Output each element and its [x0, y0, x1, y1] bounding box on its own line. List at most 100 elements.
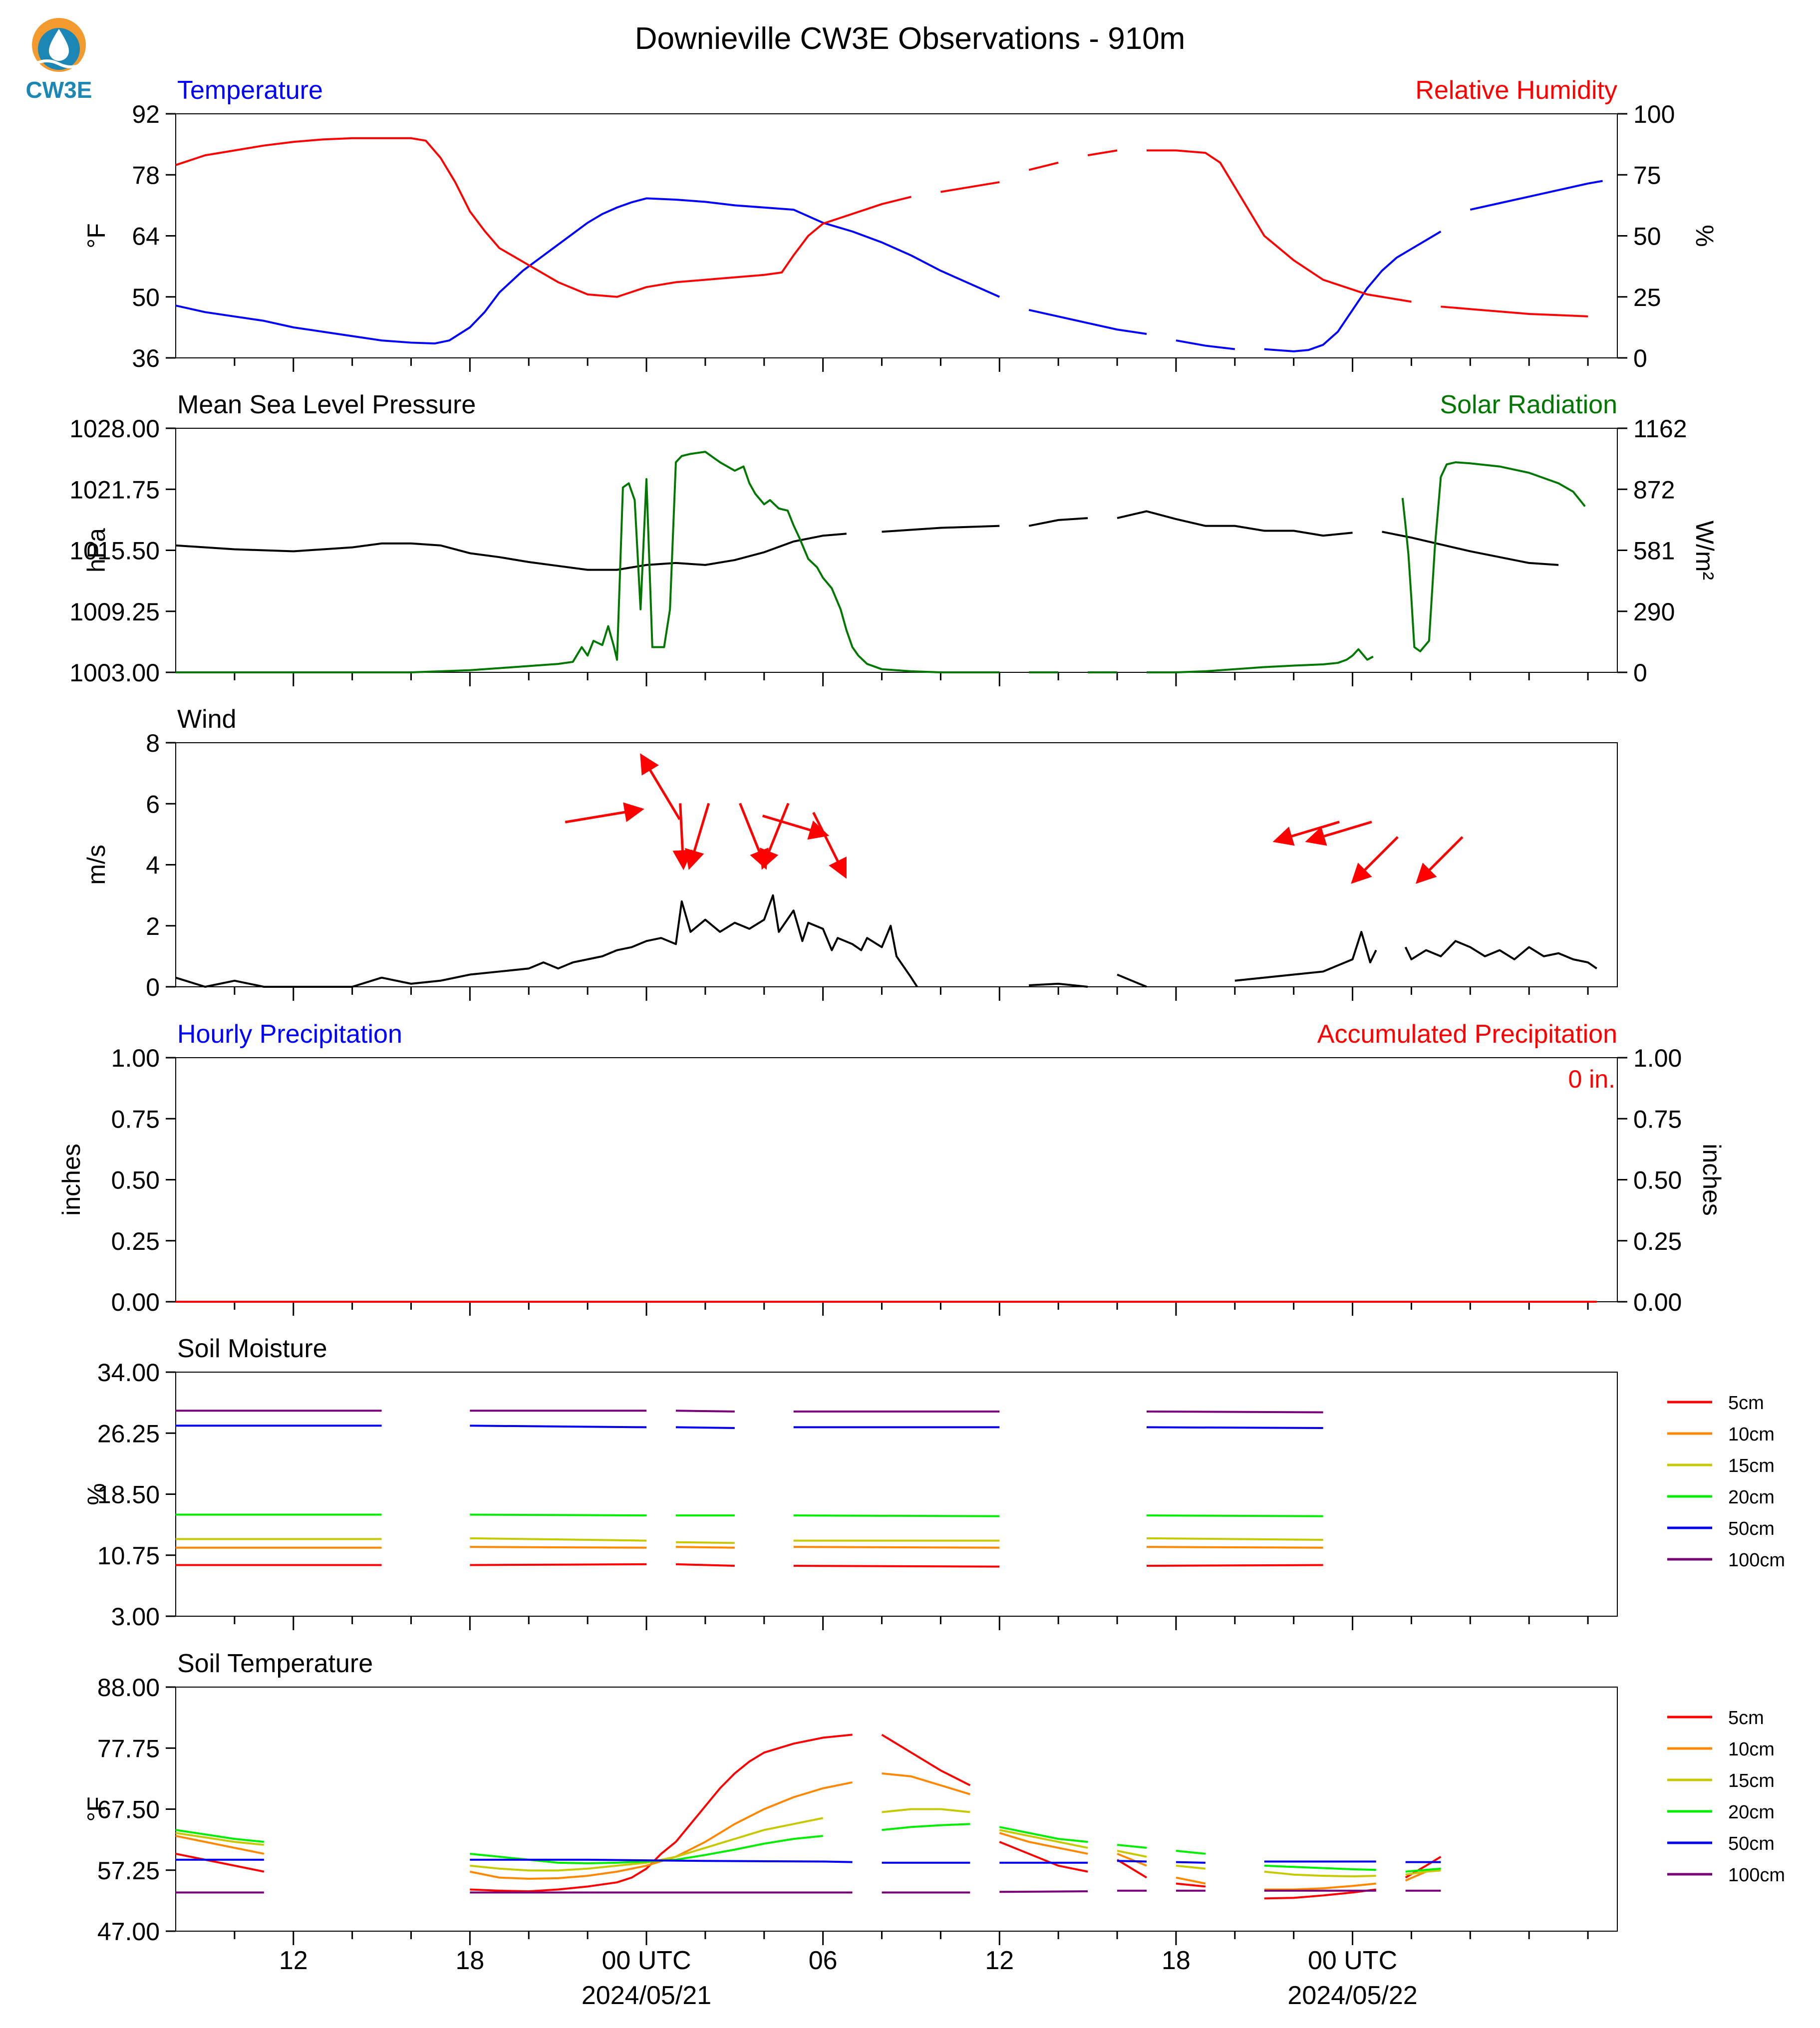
- y-tick-label: 0.00: [111, 1288, 160, 1316]
- panel-wind: 8 6 4 2 0 m/s Wind: [82, 705, 1618, 1001]
- series-line-15cm: [882, 1808, 970, 1813]
- series-line-temperature: [1470, 180, 1603, 211]
- y-tick-label: 1028.00: [69, 415, 160, 443]
- wind-arrow: [640, 753, 681, 820]
- series-line-100cm: [999, 1890, 1088, 1893]
- series-line-temperature: [1264, 231, 1442, 352]
- y-axis-label: °F: [82, 1796, 110, 1822]
- y-tick-label: 92: [132, 100, 160, 128]
- y-right-tick-label: 0: [1633, 659, 1647, 687]
- y-tick-label: 1.00: [111, 1044, 160, 1072]
- series-line-5cm: [1146, 1564, 1323, 1567]
- y-right-tick-label: 0.50: [1633, 1166, 1682, 1194]
- series-line-mean-sea-level-pressure: [882, 525, 1000, 533]
- y-right-tick-label: 100: [1633, 100, 1675, 128]
- series-line-100cm: [1146, 1410, 1323, 1414]
- legend-label: 10cm: [1728, 1739, 1775, 1760]
- x-tick-label: 06: [809, 1946, 838, 1975]
- y-tick-label: 0.25: [111, 1227, 160, 1255]
- y-right-tick-label: 872: [1633, 476, 1675, 504]
- panel-title-right: Relative Humidity: [1415, 76, 1617, 105]
- series-line-15cm: [1146, 1537, 1323, 1541]
- series-line-mean-sea-level-pressure: [1382, 531, 1559, 566]
- panel-precip: 1.00 0.75 0.50 0.25 0.00 1.00 0.75 0.50 0.25 0.00…: [57, 1020, 1726, 1316]
- series-line-5cm: [470, 1563, 647, 1566]
- legend-label: 5cm: [1728, 1708, 1764, 1729]
- legend-label: 15cm: [1728, 1770, 1775, 1791]
- wind-arrow: [1272, 821, 1340, 846]
- legend-label: 10cm: [1728, 1424, 1775, 1445]
- y-right-tick-label: 581: [1633, 537, 1675, 565]
- y-tick-label: 77.75: [97, 1735, 160, 1762]
- y-tick-label: 2: [146, 912, 160, 940]
- series-line-temperature: [1176, 339, 1235, 350]
- wind-arrow: [1415, 836, 1464, 884]
- series-line-5cm: [1176, 1882, 1206, 1888]
- series-line-mean-sea-level-pressure: [175, 533, 847, 571]
- y-right-tick-label: 1.00: [1633, 1044, 1682, 1072]
- series-line-15cm: [999, 1829, 1088, 1849]
- y-axis-label: m/s: [82, 845, 110, 885]
- series-line-relative-humidity: [1146, 149, 1412, 303]
- series-line-10cm: [1176, 1876, 1206, 1885]
- y-tick-label: 88.00: [97, 1674, 160, 1702]
- series-line-20cm: [1405, 1867, 1441, 1873]
- y-tick-label: 0: [146, 973, 160, 1001]
- y-tick-label: 34.00: [97, 1359, 160, 1387]
- y-right-tick-label: 290: [1633, 598, 1675, 626]
- series-line-15cm: [675, 1541, 735, 1544]
- series-line-solar-radiation: [1146, 648, 1374, 673]
- y-tick-label: 1003.00: [69, 659, 160, 687]
- series-line-10cm: [1117, 1853, 1147, 1867]
- series-line-5cm: [999, 1841, 1088, 1873]
- series-line-5cm: [175, 1852, 265, 1873]
- wind-arrow: [1351, 836, 1399, 884]
- series-line-relative-humidity: [1028, 161, 1059, 171]
- legend-label: 20cm: [1728, 1802, 1775, 1823]
- legend-label: 50cm: [1728, 1518, 1775, 1539]
- series-line-10cm: [793, 1546, 1000, 1549]
- series-line-15cm: [470, 1817, 824, 1872]
- y-tick-label: 1021.75: [69, 476, 160, 504]
- y-tick-label: 1015.50: [69, 537, 160, 565]
- series-line-solar-radiation: [1401, 461, 1586, 652]
- y-axis-label: %: [82, 1483, 110, 1505]
- y-right-tick-label: 0.75: [1633, 1105, 1682, 1133]
- precip-total-label: 0 in.: [1568, 1065, 1615, 1093]
- x-tick-label: 18: [455, 1946, 484, 1975]
- series-line-5cm: [675, 1563, 735, 1567]
- wind-arrow: [760, 803, 790, 870]
- series-line-15cm: [470, 1537, 647, 1542]
- y-tick-label: 6: [146, 790, 160, 818]
- y-right-tick-label: 0.25: [1633, 1227, 1682, 1255]
- series-line-50cm: [470, 1858, 853, 1863]
- wind-arrow: [672, 803, 693, 870]
- panel-title-left: Mean Sea Level Pressure: [177, 390, 476, 419]
- plot-frame: [175, 1687, 1618, 1932]
- series-line-wind-speed: [1117, 973, 1147, 988]
- y-tick-label: 10.75: [97, 1542, 160, 1570]
- y-tick-label: 3.00: [111, 1603, 160, 1631]
- panel-title-left: Wind: [177, 705, 236, 734]
- legend-label: 50cm: [1728, 1833, 1775, 1854]
- series-line-10cm: [470, 1546, 647, 1549]
- panel-title-left: Soil Moisture: [177, 1334, 327, 1363]
- plot-frame: [175, 1057, 1618, 1302]
- series-line-5cm: [793, 1565, 1000, 1568]
- series-line-20cm: [793, 1514, 1000, 1517]
- y-right-tick-label: 25: [1633, 284, 1661, 311]
- series-line-10cm: [1264, 1882, 1376, 1891]
- y-tick-label: 18.50: [97, 1481, 160, 1509]
- series-line-10cm: [1146, 1546, 1323, 1549]
- y-tick-label: 4: [146, 852, 160, 879]
- plot-frame: [175, 113, 1618, 358]
- wind-arrow: [739, 803, 769, 870]
- x-date-label: 2024/05/22: [1287, 1981, 1417, 2010]
- panel-soil_moisture: 34.00 26.25 18.50 10.75 3.00% Soil Moisture 5c…: [82, 1334, 1785, 1631]
- series-line-10cm: [882, 1772, 970, 1795]
- y-right-tick-label: 0.00: [1633, 1288, 1682, 1316]
- panel-soil_temp: 88.00 77.75 67.50 57.25 47.00 °F Soil Temperat…: [82, 1649, 1785, 1946]
- y-tick-label: 47.00: [97, 1918, 160, 1946]
- wind-arrow: [684, 803, 710, 870]
